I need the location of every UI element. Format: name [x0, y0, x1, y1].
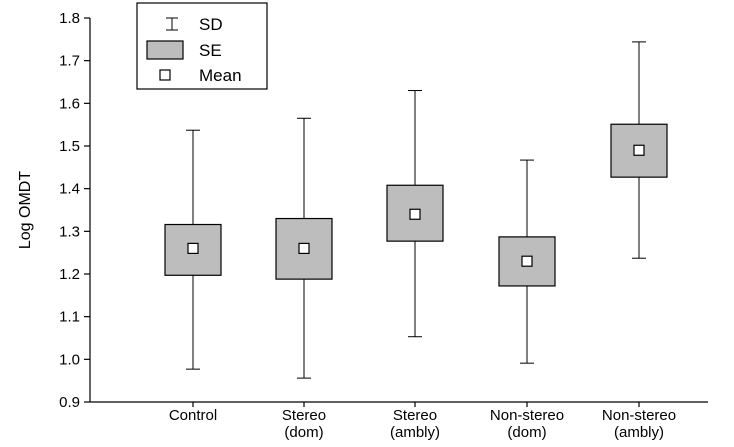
legend-label: Mean [199, 66, 242, 85]
box-group [386, 90, 444, 338]
y-tick-label: 1.1 [59, 309, 80, 326]
y-tick-label: 1.2 [59, 266, 80, 283]
category-label: Control [169, 407, 217, 424]
plot-area: Control Stereo (dom) Stereo (ambly) Non-stere… [164, 41, 676, 441]
legend-sd-symbol [166, 17, 178, 31]
y-tick-label: 1.8 [59, 10, 80, 27]
category-label: Stereo (ambly) [390, 407, 440, 441]
box-group [275, 117, 333, 379]
box-group [610, 41, 668, 259]
mean-marker [187, 242, 199, 254]
legend: SD SE Mean [136, 2, 268, 90]
y-tick-label: 0.9 [59, 394, 80, 411]
legend-label: SE [199, 41, 222, 60]
y-tick-label: 1.0 [59, 351, 80, 368]
y-tick-label: 1.7 [59, 53, 80, 70]
y-tick-label: 1.4 [59, 181, 80, 198]
y-tick-label: 1.5 [59, 138, 80, 155]
mean-marker [409, 208, 421, 220]
mean-marker [521, 255, 533, 267]
axes: 0.9 1.0 1.1 1.2 1.3 1.4 1.5 1.6 1.7 1.8 [59, 10, 708, 411]
se-box [610, 123, 668, 178]
legend-se-symbol [146, 40, 184, 60]
y-tick-label: 1.3 [59, 223, 80, 240]
legend-mean-symbol [159, 69, 171, 81]
y-axis-label: Log OMDT [17, 171, 34, 249]
legend-label: SD [199, 15, 223, 34]
box-group [498, 159, 556, 364]
mean-marker [633, 144, 645, 156]
category-label: Stereo (dom) [282, 407, 326, 441]
box-group [164, 129, 222, 370]
category-label: Non-stereo (dom) [490, 407, 564, 441]
y-tick-label: 1.6 [59, 95, 80, 112]
mean-marker [298, 242, 310, 254]
category-label: Non-stereo (ambly) [602, 407, 676, 441]
